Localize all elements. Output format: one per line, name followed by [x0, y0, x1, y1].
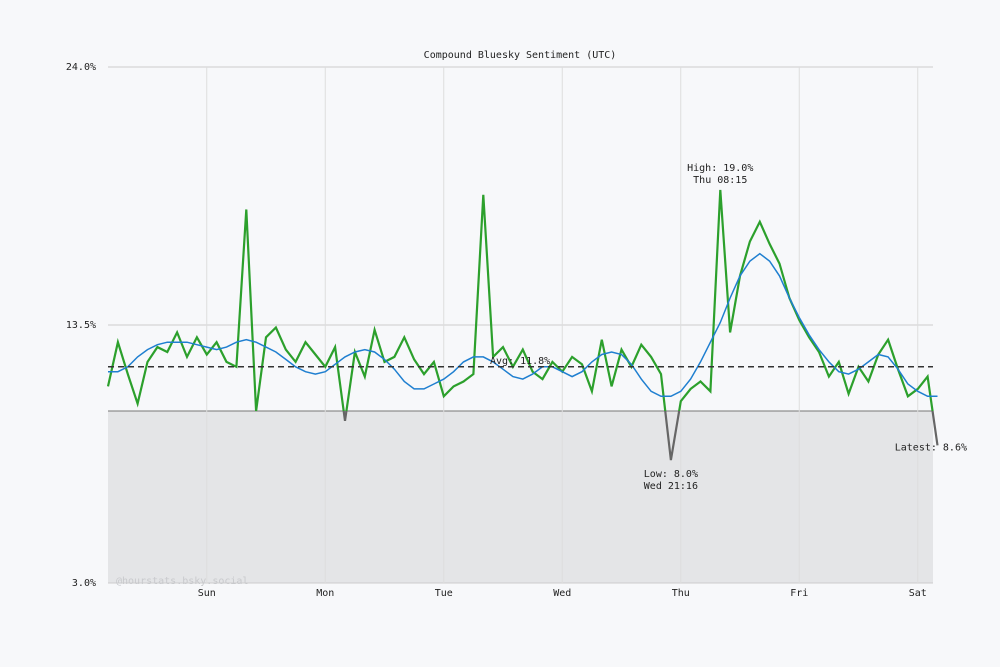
x-tick-label: Mon: [316, 588, 334, 599]
low-label: Low: 8.0%: [644, 469, 698, 480]
y-tick-label: 24.0%: [66, 62, 96, 73]
shade-region: [108, 411, 933, 583]
sentiment-line: [106, 189, 934, 411]
latest-label: Latest: 8.6%: [895, 442, 967, 453]
high-time: Thu 08:15: [693, 175, 747, 186]
watermark: @hourstats.bsky.social: [116, 576, 248, 587]
x-tick-label: Sun: [198, 588, 216, 599]
x-tick-label: Thu: [672, 588, 690, 599]
y-tick-label: 3.0%: [72, 578, 96, 589]
y-tick-label: 13.5%: [66, 320, 96, 331]
x-tick-label: Fri: [790, 588, 808, 599]
smoothed-line: [108, 252, 938, 398]
low-time: Wed 21:16: [644, 481, 698, 492]
chart-title: Compound Bluesky Sentiment (UTC): [424, 50, 617, 61]
x-tick-label: Wed: [553, 588, 571, 599]
high-label: High: 19.0%: [687, 163, 753, 174]
x-tick-label: Sat: [909, 588, 927, 599]
x-tick-label: Tue: [435, 588, 453, 599]
average-label: Avg: 11.8%: [490, 356, 550, 367]
